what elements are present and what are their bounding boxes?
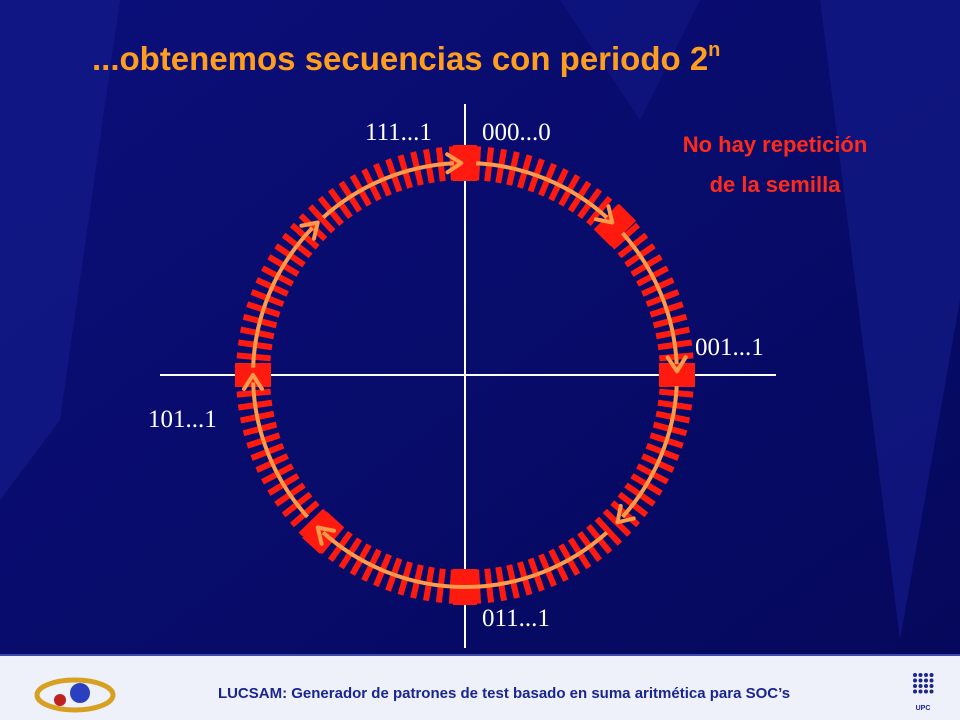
arrow-arc	[251, 382, 309, 519]
left-logo	[34, 677, 116, 713]
arrow-arc	[251, 226, 314, 368]
block	[659, 363, 695, 387]
arrow-head	[615, 503, 636, 525]
arrow-arc	[321, 531, 609, 589]
label: 011...1	[482, 605, 550, 632]
logo-dot	[913, 689, 917, 694]
label: 111...1	[365, 119, 432, 146]
block	[593, 203, 637, 247]
logo-dot	[929, 673, 934, 677]
logo-dot	[918, 678, 923, 683]
label: 001...1	[695, 334, 764, 361]
logo-dot	[918, 673, 923, 677]
arrow-arc	[621, 231, 679, 365]
bg-shape	[560, 0, 700, 120]
arrow-head	[593, 204, 615, 225]
arrow-arc	[321, 161, 455, 219]
logo-dot	[924, 678, 928, 683]
logo-dot	[913, 678, 917, 683]
logo-dot	[913, 673, 917, 677]
logo-dot	[924, 673, 928, 677]
logo-dot	[913, 684, 917, 688]
logo-text: UPC	[916, 705, 931, 712]
arrow-head	[315, 525, 337, 546]
arrow-head	[299, 220, 320, 241]
bg-shape	[820, 0, 960, 640]
logo-dot	[924, 689, 928, 694]
label: 101...1	[148, 406, 217, 433]
logo-dot	[918, 684, 923, 688]
block	[453, 145, 477, 181]
logo-dot	[929, 684, 934, 688]
tick	[298, 213, 328, 242]
arrow-head	[242, 373, 264, 391]
logo-dot	[918, 689, 923, 694]
label: 000...0	[482, 119, 551, 146]
tick	[307, 204, 336, 234]
bg-shape	[0, 0, 120, 500]
note: de la semilla	[710, 172, 842, 197]
logo-dot	[924, 684, 928, 688]
arrow-arc	[621, 385, 679, 519]
logo-dot	[929, 689, 934, 694]
tick	[594, 516, 623, 546]
arrow-head	[445, 152, 464, 175]
tick	[298, 508, 328, 537]
ring	[235, 145, 695, 605]
title: ...obtenemos secuencias con periodo 2n	[92, 39, 720, 77]
right-logo	[913, 673, 934, 694]
arrow-arc	[475, 161, 609, 219]
logo-dot	[929, 678, 934, 683]
footer-band	[0, 655, 960, 720]
footer-text: LUCSAM: Generador de patrones de test ba…	[218, 685, 790, 702]
note: No hay repetición	[683, 132, 868, 157]
arrow-head	[665, 355, 688, 374]
